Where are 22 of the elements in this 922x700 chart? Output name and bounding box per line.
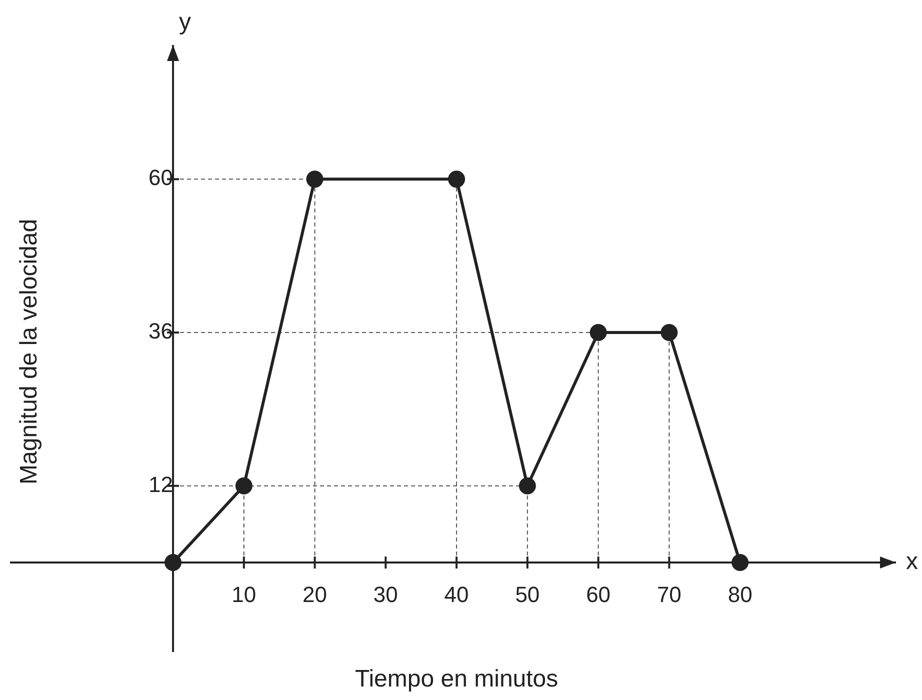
- point: [306, 170, 324, 188]
- y-tick-label: 36: [148, 318, 174, 344]
- x-tick-label: 10: [232, 582, 256, 607]
- y-axis-title: Magnitud de la velocidad: [16, 218, 43, 484]
- x-tick-label: 70: [656, 582, 682, 607]
- x-tick-label: 20: [302, 582, 328, 607]
- point: [660, 324, 678, 342]
- x-tick-label: 40: [444, 582, 469, 607]
- x-axis-title: Tiempo en minutos: [354, 666, 558, 693]
- text: y: [179, 8, 192, 36]
- y-tick-label: 12: [148, 472, 174, 497]
- point: [518, 477, 536, 494]
- point: [448, 170, 466, 188]
- x-tick-label: 30: [373, 582, 398, 607]
- point: [732, 554, 749, 572]
- point: [235, 477, 252, 494]
- x-tick-label: 60: [586, 582, 611, 607]
- x-tick-label: 80: [728, 582, 752, 607]
- text: x: [906, 548, 918, 576]
- point: [590, 324, 607, 342]
- x-tick-label: 50: [515, 582, 540, 607]
- point: [164, 554, 182, 572]
